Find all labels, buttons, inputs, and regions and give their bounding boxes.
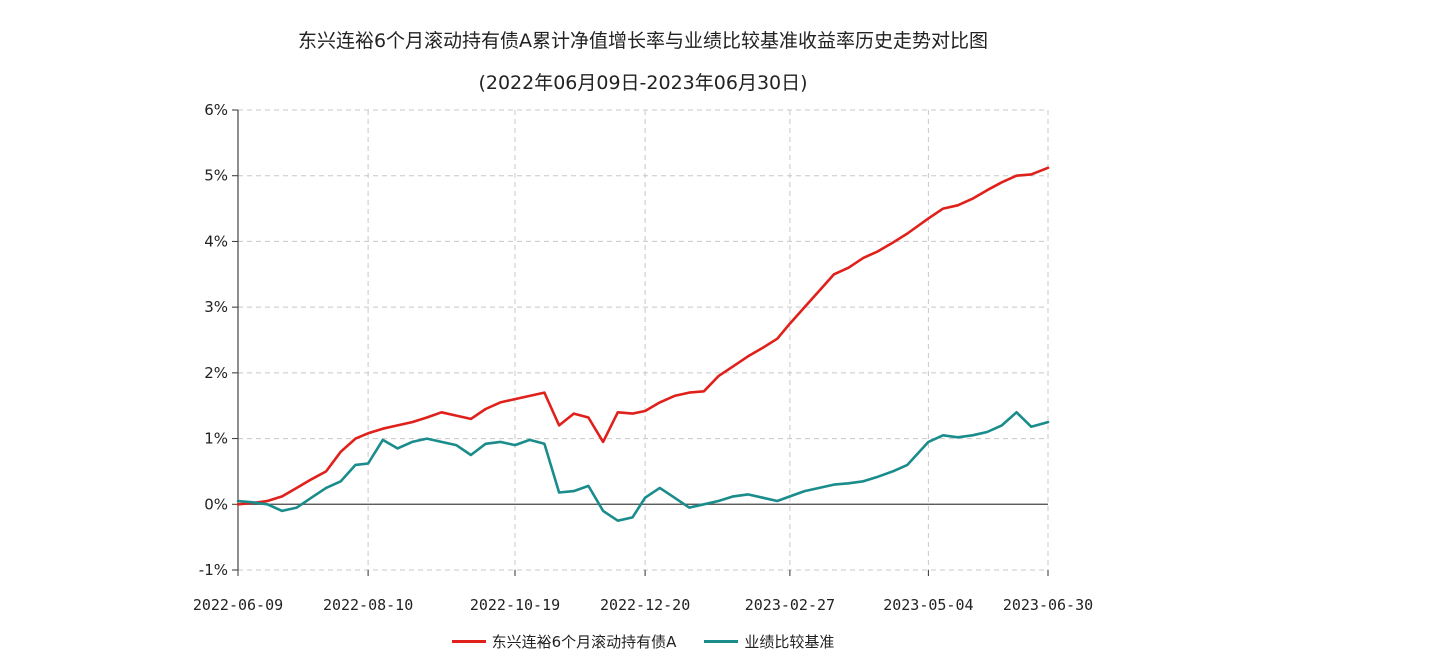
y-tick-label: -1% xyxy=(199,561,228,579)
legend-swatch-fund xyxy=(451,640,486,643)
series-line-fund xyxy=(236,166,1050,506)
x-tick-label: 2023-05-04 xyxy=(883,596,973,614)
series-line-benchmark xyxy=(236,410,1050,523)
legend-item-benchmark: 业绩比较基准 xyxy=(704,631,834,652)
legend-label-fund: 东兴连裕6个月滚动持有债A xyxy=(491,633,677,651)
y-tick-label: 6% xyxy=(204,101,228,119)
y-tick-label: 5% xyxy=(204,167,228,185)
x-tick-label: 2022-08-10 xyxy=(323,596,413,614)
x-tick-label: 2022-12-20 xyxy=(600,596,690,614)
chart-title: 东兴连裕6个月滚动持有债A累计净值增长率与业绩比较基准收益率历史走势对比图 xyxy=(297,30,989,52)
y-tick-label: 2% xyxy=(204,364,228,382)
legend-item-fund: 东兴连裕6个月滚动持有债A xyxy=(451,631,677,652)
chart-subtitle: (2022年06月09日-2023年06月30日) xyxy=(478,72,808,94)
x-tick-label: 2022-10-19 xyxy=(470,596,560,614)
y-tick-label: 0% xyxy=(204,495,228,513)
x-tick-label: 2023-06-30 xyxy=(1003,596,1093,614)
x-tick-label: 2022-06-09 xyxy=(193,596,283,614)
legend: 东兴连裕6个月滚动持有债A 业绩比较基准 xyxy=(0,631,1286,652)
y-tick-label: 4% xyxy=(204,232,228,250)
x-tick-label: 2023-02-27 xyxy=(745,596,835,614)
y-tick-label: 1% xyxy=(204,430,228,448)
legend-swatch-benchmark xyxy=(704,640,739,643)
y-tick-label: 3% xyxy=(204,298,228,316)
legend-label-benchmark: 业绩比较基准 xyxy=(744,633,835,651)
